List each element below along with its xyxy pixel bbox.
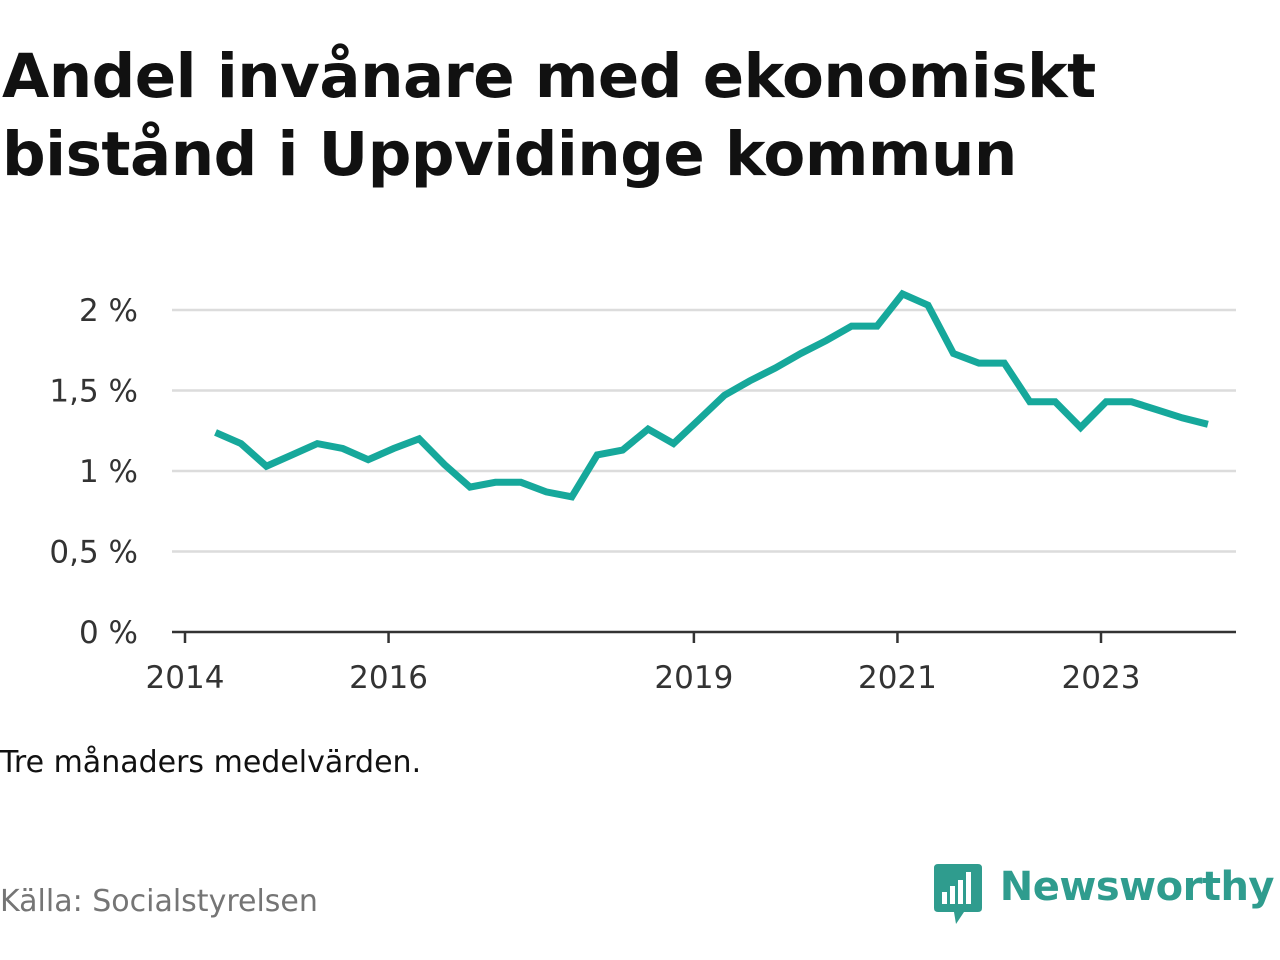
x-tick-label-4: 2023 [1062,660,1141,696]
title-line-1: Andel invånare med ekonomiskt [2,41,1096,112]
y-tick-label-4: 2 % [79,293,138,329]
source-credit: Källa: Socialstyrelsen [0,884,318,919]
line-chart: 0 % 0,5 % 1 % 1,5 % 2 % 2014 2016 2019 2021 2023 [49,289,1236,696]
title-line-2: bistånd i Uppvidinge kommun [2,119,1017,190]
x-tick-label-1: 2016 [349,660,428,696]
x-tick-label-0: 2014 [146,660,225,696]
y-tick-label-1: 0,5 % [49,535,138,571]
y-tick-label-3: 1,5 % [49,374,138,410]
y-tick-label-2: 1 % [79,454,138,490]
x-tick-label-3: 2021 [858,660,937,696]
series-line-0 [214,289,1209,501]
brand-name: Newsworthy [999,864,1275,910]
brand-logo: Newsworthy [932,862,1275,926]
bar-chart-speech-bubble-icon [933,864,982,924]
x-tick-label-2: 2019 [654,660,733,696]
y-tick-label-0: 0 % [79,615,138,651]
chart-note: Tre månaders medelvärden. [0,745,422,780]
chart-title: Andel invånare med ekonomiskt bistånd i … [2,38,1252,194]
